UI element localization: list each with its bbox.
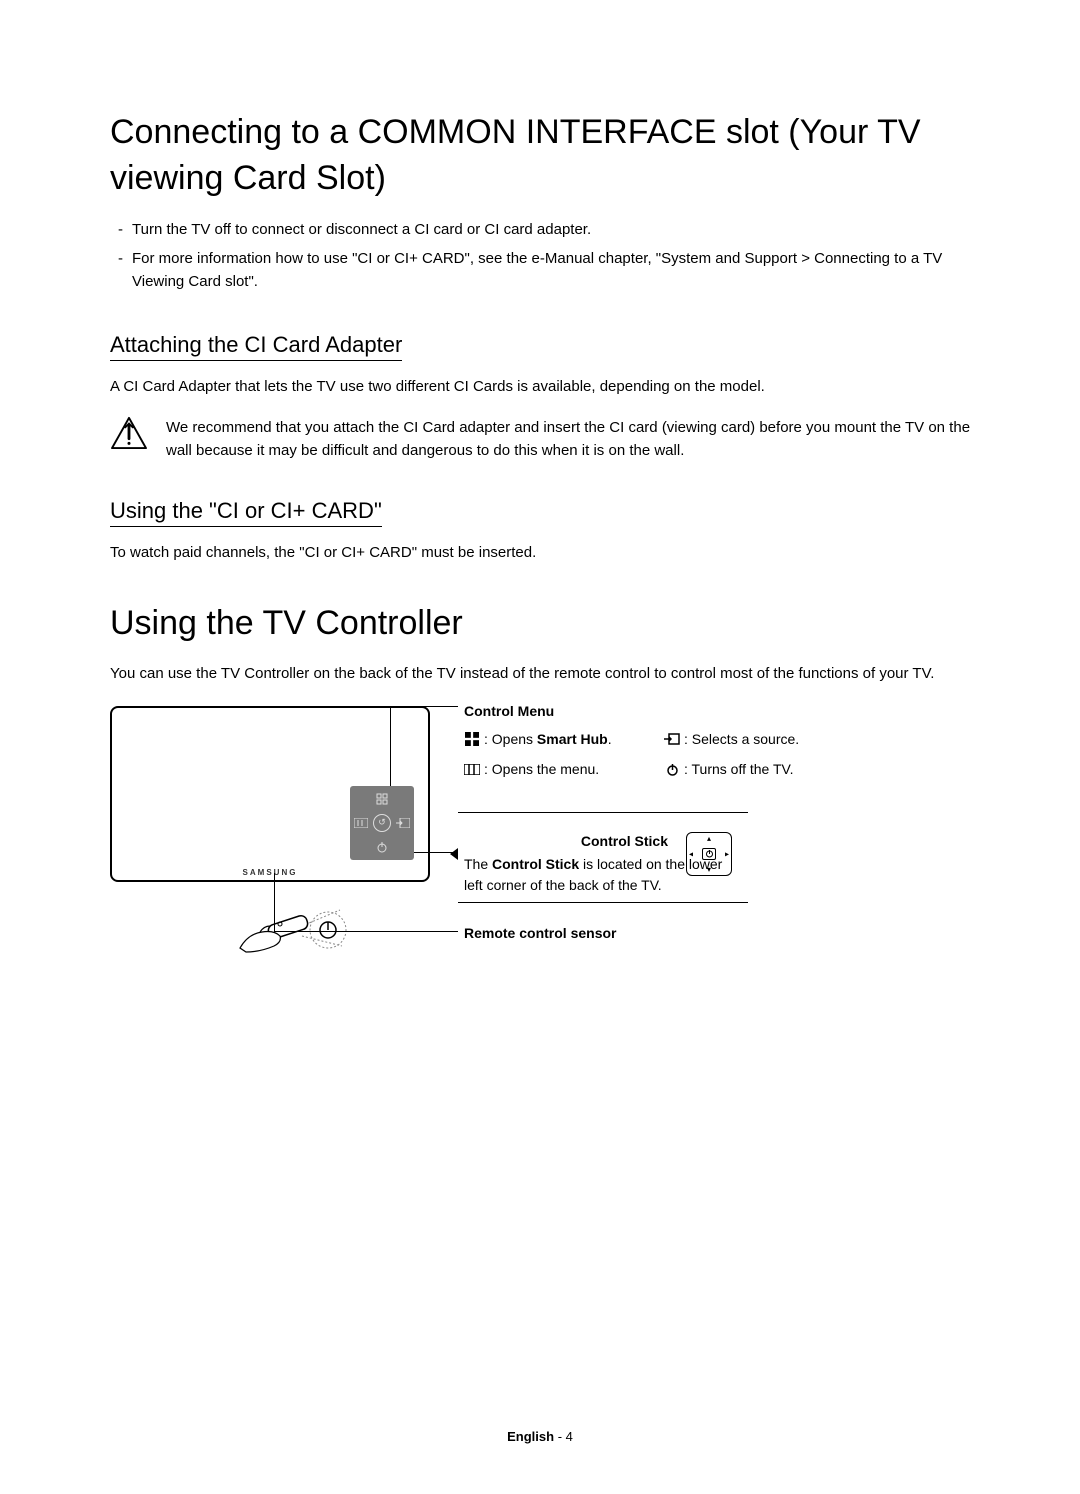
menu-icon [354,816,368,830]
hand-remote-illustration [230,902,350,966]
control-panel: ↺ [350,786,414,860]
control-stick-diagram: ▴ ▾ ◂ ▸ [686,832,732,876]
power-icon [664,763,680,777]
warning-text: We recommend that you attach the CI Card… [166,416,980,463]
menu-item-source: : Selects a source. [664,728,824,750]
section1-heading: Connecting to a COMMON INTERFACE slot (Y… [110,110,980,202]
menu-icon [464,763,480,777]
bullet-item: Turn the TV off to connect or disconnect… [110,218,980,241]
chevron-right-icon: ▸ [725,849,729,858]
menu-item-smart-hub: : Opens Smart Hub. [464,728,664,750]
section2-intro: You can use the TV Controller on the bac… [110,662,980,685]
brand-label: SAMSUNG [110,868,430,877]
arrowhead-icon [450,848,458,860]
chevron-left-icon: ◂ [689,849,693,858]
tv-controller-diagram: SAMSUNG ↺ [110,706,922,986]
sub2-text: To watch paid channels, the "CI or CI+ C… [110,541,980,564]
warning-icon [110,416,148,455]
control-stick-title: Control Stick [464,830,724,852]
callout-line [274,873,275,931]
callout-line [274,931,458,932]
control-menu-callout: Control Menu : Opens Smart Hub. : Select… [464,700,844,781]
chevron-up-icon: ▴ [707,834,711,843]
callout-line [390,706,458,707]
sub2-heading: Using the "CI or CI+ CARD" [110,498,382,527]
bullet-item: For more information how to use "CI or C… [110,247,980,294]
remote-sensor-callout: Remote control sensor [464,922,616,944]
power-icon [375,840,389,854]
source-icon [396,816,410,830]
chevron-down-icon: ▾ [707,865,711,874]
separator-line [458,902,748,903]
control-menu-title: Control Menu [464,700,844,722]
separator-line [458,812,748,813]
sub1-text: A CI Card Adapter that lets the TV use t… [110,375,980,398]
sub1-heading: Attaching the CI Card Adapter [110,332,402,361]
warning-block: We recommend that you attach the CI Card… [110,416,980,463]
section2-heading: Using the TV Controller [110,601,980,647]
smart-hub-icon [375,792,389,806]
return-icon: ↺ [373,814,391,832]
smart-hub-icon [464,732,480,746]
menu-item-menu: : Opens the menu. [464,758,664,780]
source-icon [664,732,680,746]
menu-item-power: : Turns off the TV. [664,758,824,780]
section1-bullets: Turn the TV off to connect or disconnect… [110,218,980,294]
remote-sensor-title: Remote control sensor [464,925,616,941]
callout-line [390,706,391,786]
page-footer: English - 4 [0,1429,1080,1444]
control-stick-callout: Control Stick The Control Stick is locat… [464,830,724,896]
power-icon [702,848,716,860]
